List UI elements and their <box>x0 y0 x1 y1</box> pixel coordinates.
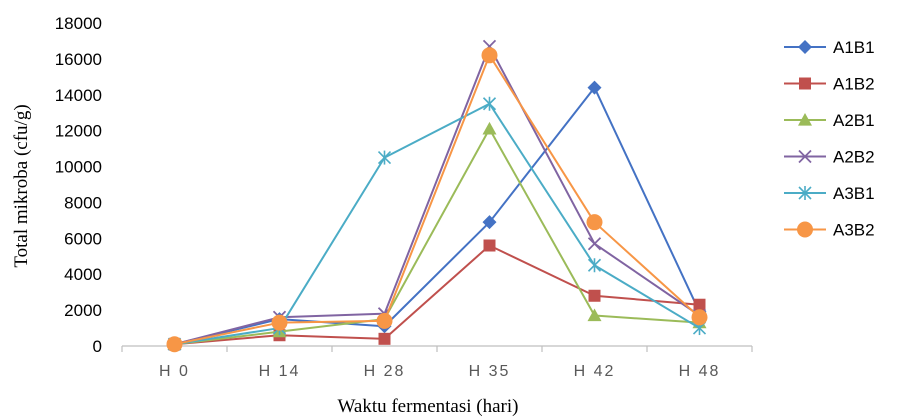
series-a3b2 <box>166 47 708 353</box>
x-tick-label: H 14 <box>259 363 301 380</box>
data-point-a1b1 <box>587 80 602 95</box>
legend-item-a2b1: A2B1 <box>784 111 875 130</box>
legend-item-a1b1: A1B1 <box>784 38 875 57</box>
series-line-a2b1 <box>174 127 700 346</box>
axes-layer: 0 2000 4000 6000 8000 10000 12000 14000 16000 180… <box>55 14 753 380</box>
data-point-a1b2 <box>378 332 391 345</box>
y-tick-label: 10000 <box>55 158 102 177</box>
data-point-a3b1 <box>482 96 497 111</box>
data-point-a2b1 <box>587 308 602 322</box>
y-axis-title: Total mikroba (cfu/g) <box>11 104 32 267</box>
legend-marker-a1b2 <box>799 77 811 90</box>
series-line-a1b1 <box>174 86 701 346</box>
legend-label: A1B1 <box>833 38 875 57</box>
data-point-a3b1 <box>587 258 602 273</box>
y-tick-label: 6000 <box>64 229 102 248</box>
legend-item-a3b2: A3B2 <box>784 221 875 240</box>
y-tick-label: 12000 <box>55 122 102 141</box>
x-tick-label: H 48 <box>679 363 721 380</box>
series-layer <box>166 39 708 353</box>
y-tick-label: 0 <box>93 337 102 356</box>
data-point-a1b2 <box>693 298 706 311</box>
y-tick-label: 2000 <box>64 301 102 320</box>
x-tick-label: H 28 <box>364 363 406 380</box>
legend-marker-a2b1 <box>798 113 812 126</box>
series-a1b1 <box>167 80 707 352</box>
legend-label: A3B1 <box>833 184 875 203</box>
legend-label: A3B2 <box>833 221 875 240</box>
x-tick-label: H 35 <box>469 363 511 380</box>
legend-label: A1B2 <box>833 75 875 94</box>
data-point-a3b2 <box>166 336 183 353</box>
legend-marker-a1b1 <box>798 40 812 54</box>
x-tick-label: H 0 <box>159 363 190 380</box>
y-tick-label: 8000 <box>64 193 102 212</box>
series-line-a3b2 <box>174 54 701 346</box>
data-point-a3b2 <box>481 47 498 64</box>
x-axis-title: Waktu fermentasi (hari) <box>337 396 518 417</box>
y-tick-label: 4000 <box>64 265 102 284</box>
data-point-a3b2 <box>586 214 603 231</box>
data-point-a3b1 <box>377 150 392 165</box>
legend-label: A2B1 <box>833 111 875 130</box>
y-tick-label: 16000 <box>55 50 102 69</box>
y-tick-label: 18000 <box>55 14 102 33</box>
data-point-a3b2 <box>691 309 708 326</box>
y-tick-label: 14000 <box>55 86 102 105</box>
legend-marker-a2b2 <box>798 149 812 164</box>
series-a2b2 <box>167 39 707 351</box>
legend-item-a3b1: A3B1 <box>784 184 875 203</box>
data-point-a3b2 <box>376 312 393 329</box>
legend-item-a2b2: A2B2 <box>784 148 875 167</box>
data-point-a1b1 <box>482 215 497 230</box>
legend-marker-a3b2 <box>797 221 813 238</box>
series-line-a3b1 <box>174 102 701 346</box>
x-tick-label: H 42 <box>574 363 616 380</box>
series-line-a2b2 <box>174 45 701 346</box>
legend: A1B1 A1B2 A2B1 A2B2 A3B1 A3B2 <box>784 38 875 240</box>
series-line-a1b2 <box>174 244 700 346</box>
data-point-a2b1 <box>482 121 497 135</box>
data-point-a2b2 <box>587 237 602 251</box>
legend-label: A2B2 <box>833 148 875 167</box>
legend-item-a1b2: A1B2 <box>784 75 875 94</box>
data-point-a3b2 <box>271 314 288 331</box>
data-point-a1b2 <box>588 289 601 302</box>
data-point-a1b2 <box>483 239 496 252</box>
legend-marker-a3b1 <box>798 186 812 200</box>
